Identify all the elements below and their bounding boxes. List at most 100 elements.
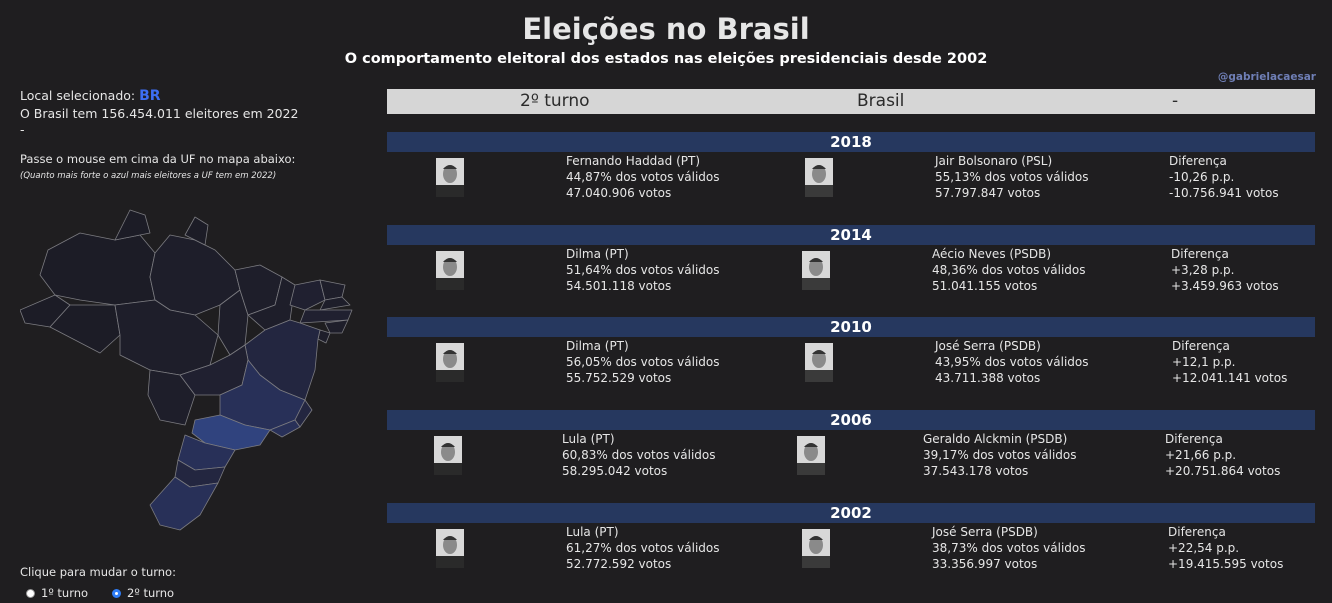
difference-pp: +3,28 p.p. bbox=[1171, 263, 1235, 277]
page-title: Eleições no Brasil bbox=[522, 12, 810, 46]
candidate-1-photo bbox=[436, 158, 464, 197]
candidate-2-photo bbox=[802, 251, 830, 290]
difference-label: Diferença bbox=[1165, 432, 1223, 446]
candidate-1-pct: 44,87% dos votos válidos bbox=[566, 170, 720, 184]
difference-pp: +22,54 p.p. bbox=[1168, 541, 1240, 555]
difference-pp: +21,66 p.p. bbox=[1165, 448, 1237, 462]
map-legend-hint: (Quanto mais forte o azul mais eleitores… bbox=[20, 171, 277, 181]
candidate-1-votes: 52.772.592 votos bbox=[566, 557, 672, 571]
map-state-rs[interactable] bbox=[149, 476, 219, 531]
radio-first-round-label: 1º turno bbox=[41, 586, 89, 600]
filter-extra: - bbox=[1172, 91, 1179, 111]
candidate-2-name: José Serra (PSDB) bbox=[932, 525, 1038, 539]
candidate-2-name: Jair Bolsonaro (PSL) bbox=[935, 154, 1053, 168]
map-state-rr[interactable] bbox=[114, 209, 151, 241]
candidate-2-photo bbox=[797, 436, 825, 475]
candidate-1-votes: 47.040.906 votos bbox=[566, 186, 672, 200]
selected-location-label: Local selecionado: bbox=[20, 88, 136, 103]
difference-votes: -10.756.941 votos bbox=[1169, 186, 1279, 200]
radio-first-round[interactable]: 1º turno bbox=[26, 586, 88, 600]
candidate-1-info: Lula (PT) 61,27% dos votos válidos 52.772.… bbox=[566, 524, 720, 572]
candidate-2-photo bbox=[805, 343, 833, 382]
candidate-1-name: Lula (PT) bbox=[566, 525, 619, 539]
difference-info: Diferença +12,1 p.p. +12.041.141 votos bbox=[1172, 338, 1287, 386]
difference-votes: +19.415.595 votos bbox=[1168, 557, 1284, 571]
radio-second-round-indicator[interactable] bbox=[112, 588, 122, 598]
difference-votes: +20.751.864 votos bbox=[1165, 464, 1281, 478]
candidate-2-votes: 43.711.388 votos bbox=[935, 371, 1041, 385]
filter-location: Brasil bbox=[857, 91, 905, 111]
author-handle[interactable]: @gabrielacaesar bbox=[1217, 71, 1316, 83]
candidate-2-photo bbox=[802, 529, 830, 568]
filter-bar: 2º turno Brasil - bbox=[387, 89, 1315, 114]
difference-info: Diferença +21,66 p.p. +20.751.864 votos bbox=[1165, 431, 1280, 479]
difference-votes: +3.459.963 votos bbox=[1171, 279, 1279, 293]
page-subtitle: O comportamento eleitoral dos estados na… bbox=[344, 51, 988, 67]
candidate-2-votes: 33.356.997 votos bbox=[932, 557, 1038, 571]
year-header: 2006 bbox=[387, 410, 1315, 430]
radio-second-round-label: 2º turno bbox=[127, 586, 175, 600]
difference-info: Diferença +3,28 p.p. +3.459.963 votos bbox=[1171, 246, 1279, 294]
candidate-2-pct: 43,95% dos votos válidos bbox=[935, 355, 1089, 369]
voters-count-text: O Brasil tem 156.454.011 eleitores em 20… bbox=[20, 106, 299, 121]
map-state-ap[interactable] bbox=[184, 216, 209, 246]
difference-pp: +12,1 p.p. bbox=[1172, 355, 1236, 369]
year-header: 2010 bbox=[387, 317, 1315, 337]
sidebar: Local selecionado: BR O Brasil tem 156.4… bbox=[20, 0, 370, 603]
candidate-1-photo bbox=[436, 529, 464, 568]
candidate-2-info: Aécio Neves (PSDB) 48,36% dos votos válid… bbox=[932, 246, 1086, 294]
candidate-1-votes: 55.752.529 votos bbox=[566, 371, 672, 385]
candidate-2-info: José Serra (PSDB) 38,73% dos votos válido… bbox=[932, 524, 1086, 572]
election-block-2018: 2018 Fernando Haddad (PT) 44,87% dos votos… bbox=[387, 132, 1315, 212]
map-state-am[interactable] bbox=[39, 232, 156, 306]
candidate-1-photo bbox=[436, 343, 464, 382]
election-block-2006: 2006 Lula (PT) 60,83% dos votos válidos 58.… bbox=[387, 410, 1315, 490]
election-block-2002: 2002 Lula (PT) 61,27% dos votos válidos 52.… bbox=[387, 503, 1315, 583]
filter-round: 2º turno bbox=[520, 91, 590, 111]
map-instruction: Passe o mouse em cima da UF no mapa abai… bbox=[20, 152, 296, 166]
radio-first-round-indicator[interactable] bbox=[26, 588, 35, 598]
difference-label: Diferença bbox=[1171, 247, 1229, 261]
candidate-1-info: Dilma (PT) 51,64% dos votos válidos 54.501… bbox=[566, 246, 720, 294]
candidate-2-info: Geraldo Alckmin (PSDB) 39,17% dos votos v… bbox=[923, 431, 1077, 479]
candidate-1-pct: 61,27% dos votos válidos bbox=[566, 541, 720, 555]
difference-pp: -10,26 p.p. bbox=[1169, 170, 1235, 184]
candidate-2-info: Jair Bolsonaro (PSL) 55,13% dos votos vál… bbox=[935, 153, 1089, 201]
sidebar-dash: - bbox=[20, 122, 25, 137]
candidate-2-votes: 57.797.847 votos bbox=[935, 186, 1041, 200]
map-state-rj[interactable] bbox=[269, 419, 301, 438]
round-switch-label: Clique para mudar o turno: bbox=[20, 565, 176, 579]
difference-votes: +12.041.141 votos bbox=[1172, 371, 1288, 385]
selected-location-code: BR bbox=[139, 88, 161, 104]
map-state-ce[interactable] bbox=[289, 279, 326, 311]
map-state-al[interactable] bbox=[324, 319, 349, 334]
year-header: 2002 bbox=[387, 503, 1315, 523]
candidate-1-votes: 58.295.042 votos bbox=[562, 464, 668, 478]
map-state-pe[interactable] bbox=[299, 309, 353, 324]
year-header: 2018 bbox=[387, 132, 1315, 152]
candidate-1-pct: 51,64% dos votos válidos bbox=[566, 263, 720, 277]
candidate-2-pct: 38,73% dos votos válidos bbox=[932, 541, 1086, 555]
radio-second-round[interactable]: 2º turno bbox=[112, 586, 174, 600]
candidate-2-pct: 48,36% dos votos válidos bbox=[932, 263, 1086, 277]
map-state-sp[interactable] bbox=[191, 414, 271, 451]
candidate-2-pct: 55,13% dos votos válidos bbox=[935, 170, 1089, 184]
year-header: 2014 bbox=[387, 225, 1315, 245]
candidate-2-info: José Serra (PSDB) 43,95% dos votos válido… bbox=[935, 338, 1089, 386]
candidate-1-photo bbox=[434, 436, 462, 475]
candidate-1-info: Lula (PT) 60,83% dos votos válidos 58.295.… bbox=[562, 431, 716, 479]
difference-label: Diferença bbox=[1168, 525, 1226, 539]
candidate-1-name: Dilma (PT) bbox=[566, 247, 629, 261]
difference-label: Diferença bbox=[1172, 339, 1230, 353]
candidate-2-photo bbox=[805, 158, 833, 197]
difference-info: Diferença -10,26 p.p. -10.756.941 votos bbox=[1169, 153, 1279, 201]
round-radio-group: 1º turno 2º turno bbox=[26, 586, 174, 600]
candidate-1-name: Dilma (PT) bbox=[566, 339, 629, 353]
difference-label: Diferença bbox=[1169, 154, 1227, 168]
candidate-2-votes: 51.041.155 votos bbox=[932, 279, 1038, 293]
selected-location: Local selecionado: BR bbox=[20, 88, 161, 104]
candidate-2-name: Geraldo Alckmin (PSDB) bbox=[923, 432, 1068, 446]
brazil-map[interactable] bbox=[20, 205, 360, 535]
map-state-pb[interactable] bbox=[319, 296, 351, 311]
candidate-1-info: Fernando Haddad (PT) 44,87% dos votos vál… bbox=[566, 153, 720, 201]
